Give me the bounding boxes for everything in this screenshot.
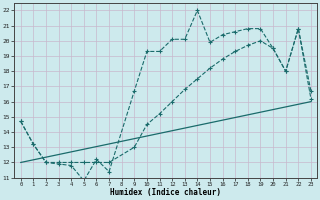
X-axis label: Humidex (Indice chaleur): Humidex (Indice chaleur): [110, 188, 221, 197]
